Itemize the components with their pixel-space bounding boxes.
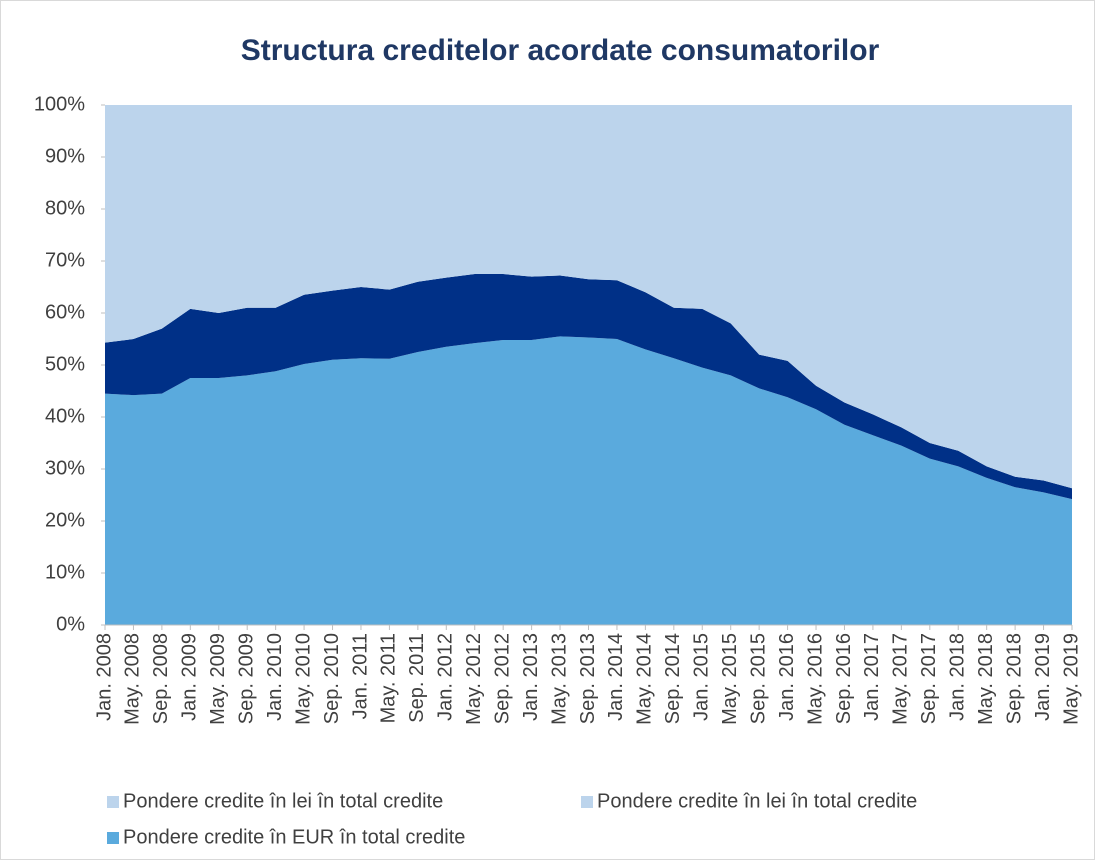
x-tick-label: May. 2017 [890,633,912,725]
x-tick-label: Jan. 2011 [349,633,371,719]
x-tick-label: May. 2015 [719,633,741,725]
area [105,336,1072,625]
y-tick-label: 30% [45,457,85,479]
x-tick-label: Jan. 2012 [435,633,457,721]
x-tick-label: Jan. 2013 [520,633,542,721]
x-tick-label: Jan. 2009 [179,633,201,721]
x-tick-label: May. 2019 [1060,633,1082,725]
x-tick-label: Sep. 2018 [1003,633,1025,724]
x-tick-label: Jan. 2008 [93,633,115,721]
legend-marker [107,832,119,844]
x-tick-label: Sep. 2012 [491,633,513,724]
x-tick-label: Sep. 2016 [833,633,855,724]
y-tick-label: 90% [45,145,85,167]
y-tick-label: 70% [45,249,85,271]
x-tick-label: May. 2013 [548,633,570,725]
chart-title: Structura creditelor acordate consumator… [241,34,880,67]
x-tick-label: May. 2016 [804,633,826,725]
y-tick-label: 0% [56,613,85,635]
x-tick-label: Sep. 2010 [321,633,343,724]
area [105,274,1072,500]
x-tick-label: Jan. 2019 [1032,633,1054,721]
x-tick-label: Jan. 2015 [691,633,713,721]
x-tick-label: May. 2018 [975,633,997,725]
x-tick-label: Sep. 2017 [918,633,940,724]
x-tick-label: Sep. 2014 [662,633,684,724]
x-tick-label: May. 2010 [292,633,314,725]
x-tick-label: Jan. 2016 [776,633,798,721]
x-tick-label: May. 2011 [378,633,400,723]
legend-label: Pondere credite în lei în total credite [123,790,443,812]
y-tick-label: 20% [45,509,85,531]
y-tick-label: 40% [45,405,85,427]
x-tick-label: May. 2014 [634,633,656,725]
x-tick-label: Sep. 2015 [747,633,769,724]
legend-marker [107,796,119,808]
x-tick-label: May. 2008 [122,633,144,725]
legend-label: Pondere credite în EUR în total credite [123,826,465,848]
area [105,105,1072,489]
x-tick-label: Jan. 2017 [861,633,883,721]
y-tick-label: 50% [45,353,85,375]
y-tick-label: 100% [34,93,85,115]
y-tick-label: 10% [45,561,85,583]
x-tick-label: Sep. 2008 [150,633,172,724]
x-tick-label: Jan. 2014 [605,633,627,721]
y-tick-label: 60% [45,301,85,323]
x-tick-label: Sep. 2009 [235,633,257,724]
x-tick-label: Jan. 2010 [264,633,286,721]
x-tick-label: Sep. 2011 [406,633,428,723]
legend-marker [581,796,593,808]
y-tick-label: 80% [45,197,85,219]
x-tick-label: Sep. 2013 [577,633,599,724]
x-tick-label: May. 2012 [463,633,485,725]
x-tick-label: Jan. 2018 [947,633,969,721]
legend-label: Pondere credite în lei în total credite [597,790,917,812]
x-tick-label: May. 2009 [207,633,229,725]
